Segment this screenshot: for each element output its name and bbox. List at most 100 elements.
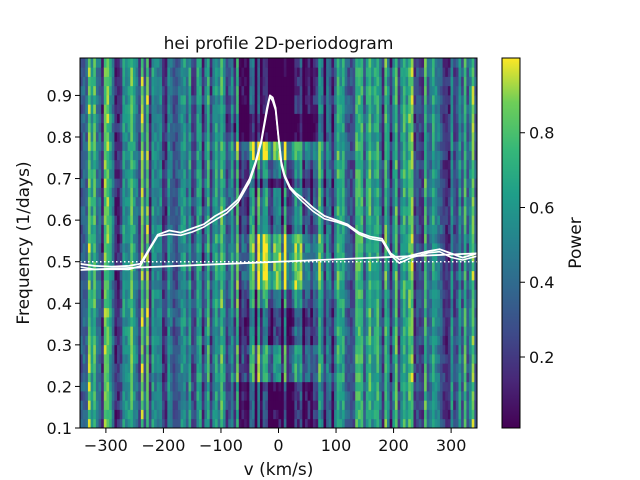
heatmap-cell <box>101 307 105 318</box>
heatmap-cell <box>368 76 372 87</box>
heatmap-cell <box>130 196 134 207</box>
heatmap-cell <box>193 409 197 420</box>
heatmap-cell <box>347 187 351 198</box>
heatmap-cell <box>199 326 203 336</box>
heatmap-cell <box>95 206 99 216</box>
heatmap-cell <box>363 58 367 68</box>
heatmap-cell <box>291 159 295 170</box>
heatmap-cell <box>101 113 105 124</box>
heatmap-cell <box>328 113 332 124</box>
heatmap-cell <box>275 224 279 235</box>
heatmap-cell <box>214 224 219 235</box>
heatmap-cell <box>175 344 179 355</box>
heatmap-cell <box>230 243 234 253</box>
heatmap-cell <box>209 317 213 327</box>
heatmap-cell <box>103 196 107 207</box>
heatmap-cell <box>402 206 406 216</box>
heatmap-cell <box>262 280 266 290</box>
heatmap-cell <box>109 196 113 207</box>
heatmap-cell <box>249 261 253 272</box>
heatmap-cell <box>402 409 406 420</box>
heatmap-cell <box>191 85 195 96</box>
heatmap-cell <box>188 150 192 161</box>
heatmap-cell <box>164 85 168 96</box>
heatmap-cell <box>368 354 372 364</box>
heatmap-cell <box>249 252 253 262</box>
heatmap-cell <box>373 224 377 235</box>
heatmap-cell <box>87 150 91 161</box>
heatmap-cell <box>132 95 136 105</box>
heatmap-cell <box>289 381 293 392</box>
heatmap-cell <box>162 187 166 198</box>
heatmap-cell <box>117 372 121 383</box>
heatmap-cell <box>394 307 398 318</box>
heatmap-cell <box>400 326 404 336</box>
heatmap-cell <box>101 326 105 336</box>
heatmap-cell <box>191 67 195 77</box>
heatmap-cell <box>122 67 126 77</box>
heatmap-cell <box>238 243 242 253</box>
heatmap-cell <box>355 391 359 401</box>
heatmap-cell <box>307 85 311 96</box>
heatmap-cell <box>103 289 107 299</box>
heatmap-cell <box>119 335 123 346</box>
heatmap-cell <box>257 289 261 299</box>
heatmap-cell <box>400 409 404 420</box>
heatmap-cell <box>164 76 168 87</box>
heatmap-cell <box>117 169 121 179</box>
heatmap-cell <box>326 307 330 318</box>
heatmap-cell <box>310 354 314 364</box>
heatmap-cell <box>281 233 285 244</box>
heatmap-cell <box>188 58 192 68</box>
heatmap-cell <box>214 122 219 133</box>
heatmap-cell <box>207 344 211 355</box>
heatmap-cell <box>402 400 406 410</box>
heatmap-cell <box>381 196 385 207</box>
heatmap-cell <box>156 159 160 170</box>
heatmap-cell <box>397 344 401 355</box>
heatmap-cell <box>326 363 330 373</box>
heatmap-cell <box>233 113 237 124</box>
heatmap-cell <box>98 243 102 253</box>
heatmap-cell <box>334 196 338 207</box>
heatmap-cell <box>214 391 219 401</box>
heatmap-cell <box>114 206 118 216</box>
heatmap-cell <box>228 400 232 410</box>
heatmap-cell <box>291 280 295 290</box>
heatmap-cell <box>177 169 181 179</box>
heatmap-cell <box>214 206 219 216</box>
heatmap-cell <box>159 67 163 77</box>
heatmap-cell <box>220 289 224 299</box>
heatmap-cell <box>119 122 123 133</box>
heatmap-cell <box>368 391 372 401</box>
heatmap-cell <box>167 58 171 68</box>
heatmap-cell <box>257 326 261 336</box>
heatmap-cell <box>281 76 285 87</box>
heatmap-cell <box>140 159 144 170</box>
heatmap-cell <box>180 224 184 235</box>
heatmap-cell <box>328 206 332 216</box>
heatmap-cell <box>172 141 176 151</box>
heatmap-cell <box>193 206 197 216</box>
heatmap-cell <box>135 400 139 410</box>
heatmap-cell <box>320 95 324 105</box>
heatmap-cell <box>217 344 221 355</box>
heatmap-cell <box>135 317 139 327</box>
heatmap-cell <box>281 289 285 299</box>
heatmap-cell <box>169 372 174 383</box>
heatmap-cell <box>328 104 332 114</box>
heatmap-cell <box>151 335 155 346</box>
heatmap-cell <box>204 224 208 235</box>
heatmap-cell <box>167 344 171 355</box>
heatmap-cell <box>151 243 155 253</box>
heatmap-cell <box>286 400 290 410</box>
heatmap-cell <box>212 76 216 87</box>
heatmap-cell <box>143 233 147 244</box>
heatmap-cell <box>159 132 163 142</box>
heatmap-cell <box>98 215 102 225</box>
heatmap-cell <box>85 307 89 318</box>
heatmap-cell <box>143 317 147 327</box>
heatmap-cell <box>103 307 107 318</box>
heatmap-cell <box>297 298 301 309</box>
